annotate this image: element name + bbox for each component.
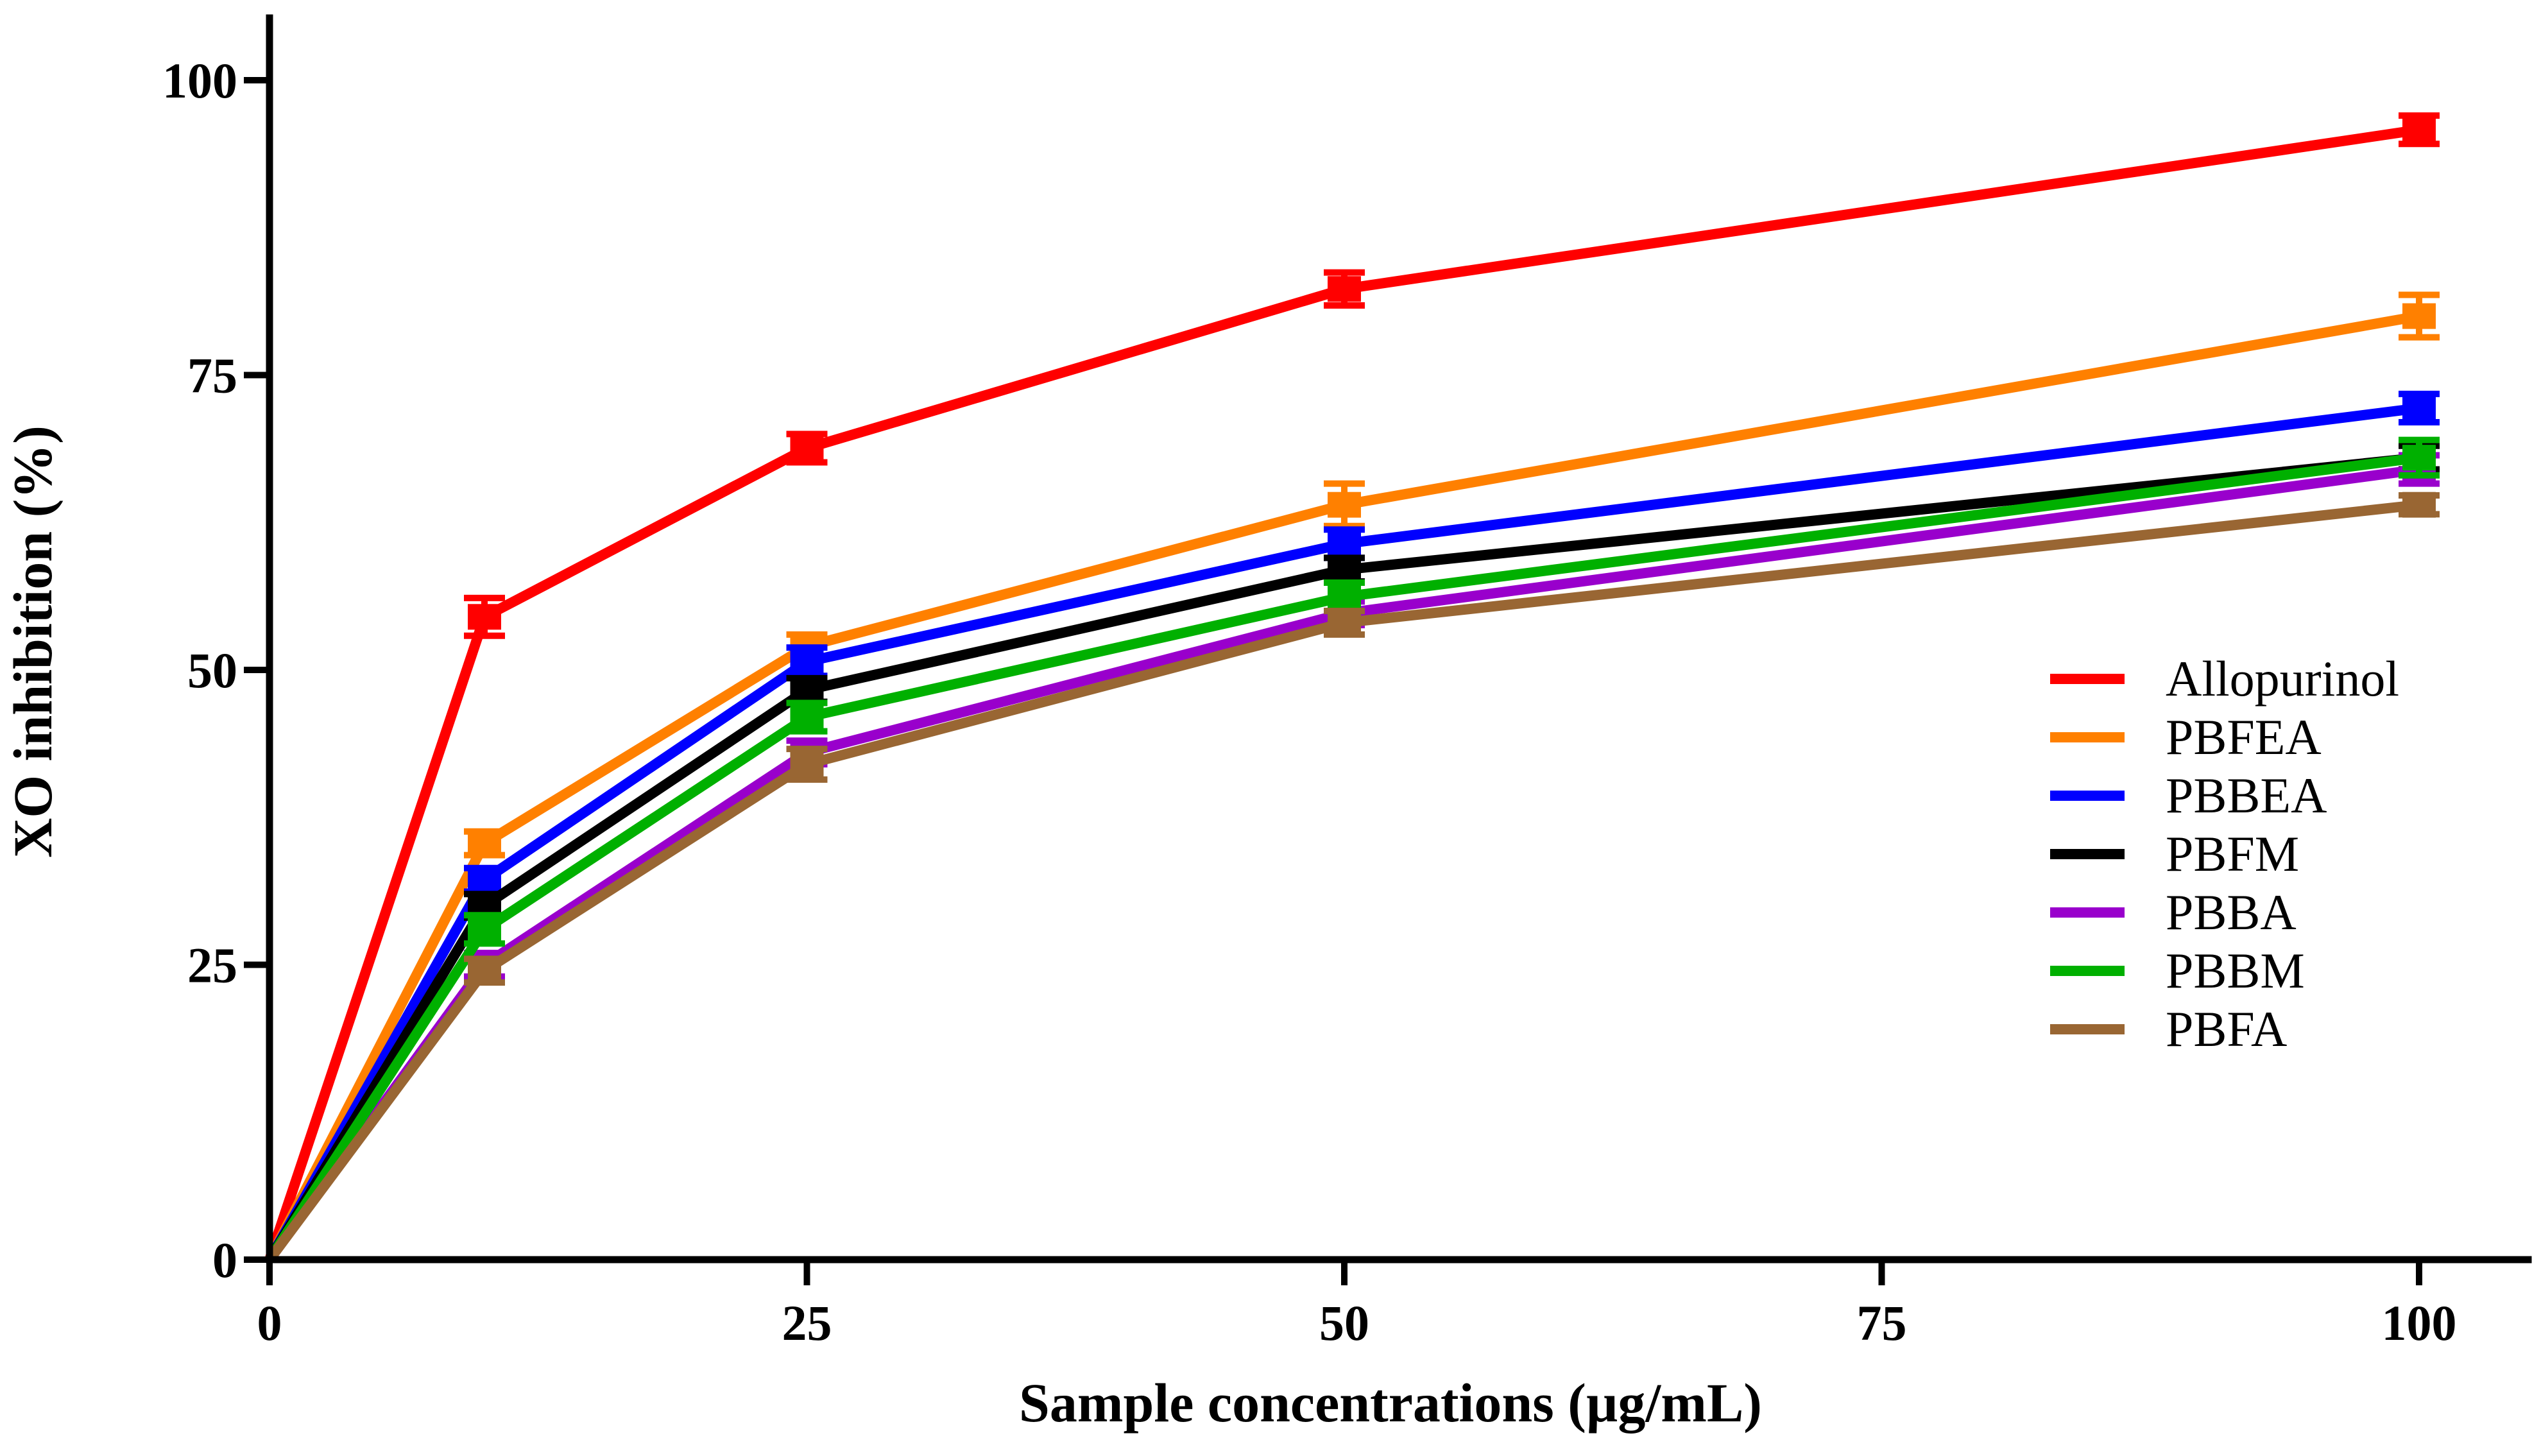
data-point	[2402, 303, 2436, 329]
data-point	[1328, 531, 1361, 557]
data-point	[468, 957, 501, 984]
y-tick-label: 50	[187, 642, 237, 698]
data-point	[790, 649, 824, 675]
y-tick-label: 75	[187, 348, 237, 404]
data-point	[2402, 492, 2436, 518]
data-point	[1328, 610, 1361, 636]
data-point	[1328, 492, 1361, 518]
legend-item: PBFM	[2050, 826, 2299, 882]
series-pbfea	[264, 291, 2440, 1262]
series-pbbm	[265, 436, 2440, 1263]
y-tick-label: 0	[212, 1232, 237, 1288]
data-point	[790, 435, 824, 461]
data-point	[1328, 584, 1361, 610]
data-point	[468, 867, 501, 893]
data-point	[468, 916, 501, 943]
data-point	[790, 677, 824, 703]
legend-item: PBFA	[2050, 1001, 2287, 1057]
y-tick-label: 25	[187, 938, 237, 993]
data-point	[1328, 556, 1361, 583]
axes-layer: 0 25 50 75 100 0 25 50 75 100	[162, 14, 2532, 1351]
data-point	[2402, 445, 2436, 471]
data-point	[2402, 117, 2436, 143]
legend-label: PBFA	[2166, 1001, 2287, 1057]
x-axis-title: Sample concentrations (µg/mL)	[1019, 1372, 1762, 1434]
series-line	[264, 311, 2420, 1262]
x-tick-label: 0	[257, 1295, 282, 1351]
series-allopurinol	[264, 112, 2440, 1262]
data-point	[1328, 276, 1361, 302]
x-tick-label: 50	[1319, 1295, 1369, 1351]
data-point	[790, 704, 824, 730]
legend-item: PBBM	[2050, 943, 2305, 998]
y-axis-title: XO inhibition (%)	[2, 425, 64, 858]
data-point	[2402, 395, 2436, 421]
legend-label: PBBEA	[2166, 767, 2327, 823]
data-point	[790, 751, 824, 778]
series-pbfa	[265, 492, 2440, 1263]
legend-label: PBFM	[2166, 826, 2299, 882]
series-layer	[264, 112, 2440, 1263]
legend-item: PBFEA	[2050, 709, 2322, 765]
legend-label: Allopurinol	[2166, 651, 2399, 707]
y-tick-label: 100	[162, 53, 237, 108]
legend-item: PBBA	[2050, 884, 2297, 940]
x-tick-label: 100	[2382, 1295, 2457, 1351]
x-tick-label: 75	[1857, 1295, 1907, 1351]
data-point	[468, 604, 501, 630]
legend-item: PBBEA	[2050, 767, 2327, 823]
legend-label: PBBA	[2166, 884, 2297, 940]
legend-label: PBBM	[2166, 943, 2305, 998]
data-point	[468, 830, 501, 857]
legend-label: PBFEA	[2166, 709, 2322, 765]
x-tick-label: 25	[782, 1295, 832, 1351]
legend-item: Allopurinol	[2050, 651, 2399, 707]
